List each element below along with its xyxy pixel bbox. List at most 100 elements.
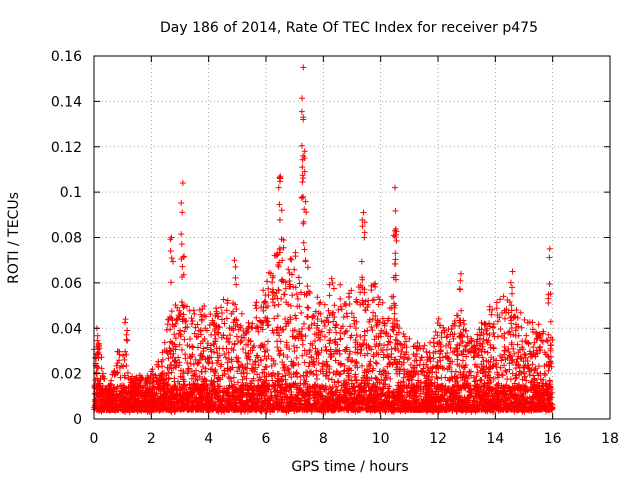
data-point (526, 368, 533, 375)
data-point (286, 369, 293, 376)
data-point (434, 332, 441, 339)
data-point (181, 336, 188, 343)
data-point (186, 343, 193, 350)
data-point (181, 328, 188, 335)
data-point (202, 325, 209, 332)
data-point (99, 372, 106, 379)
data-point (319, 366, 326, 373)
data-point (303, 373, 310, 380)
data-point (545, 362, 552, 369)
data-point (355, 283, 362, 290)
data-point (311, 337, 318, 344)
data-point (262, 363, 269, 370)
chart-title: Day 186 of 2014, Rate Of TEC Index for r… (160, 20, 538, 36)
data-point (326, 326, 333, 333)
data-point (315, 360, 322, 367)
data-point (421, 342, 428, 349)
data-point (530, 372, 537, 379)
data-point (178, 299, 185, 306)
data-point (479, 354, 486, 361)
data-point (521, 316, 528, 323)
data-point (255, 328, 262, 335)
data-point (186, 381, 193, 388)
data-point (255, 377, 262, 384)
data-point (493, 299, 500, 306)
data-point (529, 361, 536, 368)
data-point (326, 281, 333, 288)
data-point (241, 373, 248, 380)
data-point (324, 362, 331, 369)
data-point (358, 346, 365, 353)
data-point (171, 375, 178, 382)
data-point (431, 335, 438, 342)
data-point (329, 280, 336, 287)
data-point (508, 302, 515, 309)
data-point (523, 377, 530, 384)
data-point (391, 345, 398, 352)
data-point (483, 327, 490, 334)
data-point (389, 323, 396, 330)
data-point (299, 341, 306, 348)
data-point (536, 363, 543, 370)
data-point (253, 299, 260, 306)
data-point (301, 291, 308, 298)
data-point (330, 309, 337, 316)
data-point (328, 376, 335, 383)
data-point (191, 310, 198, 317)
data-point (309, 361, 316, 368)
data-point (405, 355, 412, 362)
data-point (443, 334, 450, 341)
data-point (423, 348, 430, 355)
data-point (230, 374, 237, 381)
data-point (132, 375, 139, 382)
data-point (461, 321, 468, 328)
data-point (530, 344, 537, 351)
data-point (188, 315, 195, 322)
data-point (490, 344, 497, 351)
data-point (157, 390, 164, 397)
data-point (257, 356, 264, 363)
data-point (334, 378, 341, 385)
data-point (305, 305, 312, 312)
data-point (368, 324, 375, 331)
data-point (213, 305, 220, 312)
data-point (235, 358, 242, 365)
data-point (275, 286, 282, 293)
data-point (326, 292, 333, 299)
data-point (337, 335, 344, 342)
data-point (273, 290, 280, 297)
data-point (179, 302, 186, 309)
data-point (322, 372, 329, 379)
data-point (167, 338, 174, 345)
data-point (346, 293, 353, 300)
data-point (100, 375, 107, 382)
data-point (401, 333, 408, 340)
data-point (322, 343, 329, 350)
data-point (341, 330, 348, 337)
data-point (196, 373, 203, 380)
data-point (292, 284, 299, 291)
data-point (177, 367, 184, 374)
data-point (233, 333, 240, 340)
data-point (368, 287, 375, 294)
data-point (172, 301, 179, 308)
data-point (515, 332, 522, 339)
data-point (268, 362, 275, 369)
data-point (353, 376, 360, 383)
data-point (406, 377, 413, 384)
data-point (332, 322, 339, 329)
data-point (449, 349, 456, 356)
data-point (188, 321, 195, 328)
data-point (365, 362, 372, 369)
data-point (507, 353, 514, 360)
data-point (311, 320, 318, 327)
data-point (125, 375, 132, 382)
data-point (237, 339, 244, 346)
data-point (484, 379, 491, 386)
data-point (282, 372, 289, 379)
data-point (246, 356, 253, 363)
data-point (185, 365, 192, 372)
data-point (220, 332, 227, 339)
data-point (439, 364, 446, 371)
